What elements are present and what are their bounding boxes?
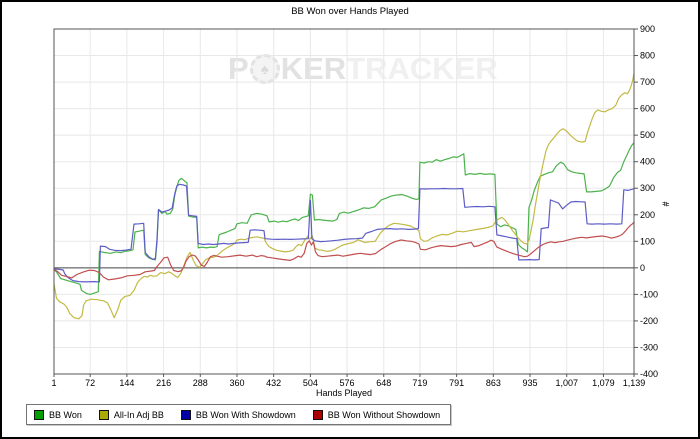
series-line-bb-won xyxy=(53,142,635,295)
legend-swatch-bb-won xyxy=(34,409,44,420)
x-tick-label: 1 xyxy=(51,378,56,388)
plot-frame xyxy=(53,28,635,375)
y-tick-label: -400 xyxy=(640,369,658,379)
y-tick-label: 0 xyxy=(640,263,645,273)
y-tick-label: 200 xyxy=(640,210,655,220)
x-tick-label: 791 xyxy=(449,378,464,388)
chart-legend: BB Won All-In Adj BB BB Won With Showdow… xyxy=(26,404,452,425)
chart-title: BB Won over Hands Played xyxy=(291,6,409,17)
x-tick-label: 1,007 xyxy=(555,378,578,388)
legend-label-bb-won-with-showdown: BB Won With Showdown xyxy=(195,409,296,420)
y-tick-label: 500 xyxy=(640,130,655,140)
series-line-bb-won-with-showdown xyxy=(53,183,635,283)
series-line-bb-won-without-showdown xyxy=(53,221,635,281)
legend-item-bb-won: BB Won xyxy=(34,409,82,420)
x-tick-label: 504 xyxy=(303,378,318,388)
x-tick-label: 360 xyxy=(229,378,244,388)
y-tick-label: 800 xyxy=(640,51,655,61)
y-tick-label: 400 xyxy=(640,157,655,167)
x-tick-label: 72 xyxy=(85,378,95,388)
y-axis-title: # xyxy=(660,201,671,207)
x-tick-label: 576 xyxy=(340,378,355,388)
y-tick-label: -300 xyxy=(640,342,658,352)
legend-swatch-bb-won-with-showdown xyxy=(180,409,191,420)
x-axis-title: Hands Played xyxy=(315,388,373,398)
watermark-letter-p: P xyxy=(228,51,249,86)
y-tick-label: 900 xyxy=(640,24,655,34)
legend-item-all-in-adj-bb: All-In Adj BB xyxy=(98,409,164,420)
legend-label-all-in-adj-bb: All-In Adj BB xyxy=(113,409,164,420)
legend-label-bb-won: BB Won xyxy=(49,409,82,420)
legend-label-bb-won-without-showdown: BB Won Without Showdown xyxy=(327,409,441,420)
y-tick-label: 300 xyxy=(640,183,655,193)
x-tick-label: 1,139 xyxy=(623,378,646,388)
legend-item-bb-won-without-showdown: BB Won Without Showdown xyxy=(312,409,441,420)
x-tick-label: 216 xyxy=(156,378,171,388)
x-tick-label: 1,079 xyxy=(592,378,615,388)
y-tick-label: 700 xyxy=(640,77,655,87)
spade-icon: ♠ xyxy=(260,60,269,78)
x-tick-label: 432 xyxy=(266,378,281,388)
x-tick-label: 288 xyxy=(193,378,208,388)
legend-swatch-all-in-adj-bb xyxy=(98,409,109,420)
y-tick-label: 100 xyxy=(640,236,655,246)
series-line-all-in-adj-bb xyxy=(53,72,635,320)
y-tick-label: 600 xyxy=(640,104,655,114)
y-tick-label: -200 xyxy=(640,316,658,326)
legend-swatch-bb-won-without-showdown xyxy=(312,409,323,420)
watermark-letters-ker: KER xyxy=(280,51,347,86)
x-tick-label: 719 xyxy=(412,378,427,388)
x-tick-label: 648 xyxy=(376,378,391,388)
x-tick-label: 863 xyxy=(486,378,501,388)
watermark-tracker: TRACKER xyxy=(346,51,498,86)
y-tick-label: -100 xyxy=(640,289,658,299)
x-tick-label: 935 xyxy=(523,378,538,388)
legend-item-bb-won-with-showdown: BB Won With Showdown xyxy=(180,409,296,420)
x-tick-label: 144 xyxy=(119,378,134,388)
